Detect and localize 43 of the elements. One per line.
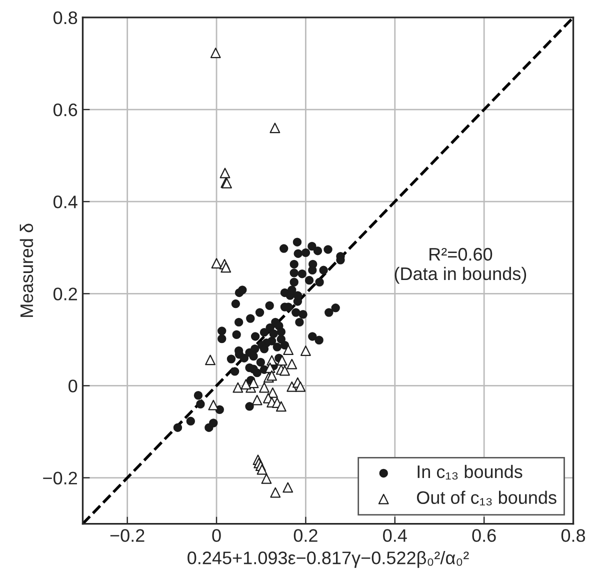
point	[286, 358, 298, 370]
x-tick-label: 0.2	[294, 529, 318, 542]
legend-label: Out of c₁₃ bounds	[416, 490, 556, 506]
point	[286, 381, 298, 392]
point	[282, 482, 294, 493]
point	[264, 362, 276, 373]
point	[276, 401, 286, 412]
point	[266, 370, 278, 381]
point	[256, 464, 268, 475]
y-tick-label: −0.2	[43, 472, 77, 484]
point	[220, 262, 232, 273]
point	[300, 346, 311, 356]
point	[211, 258, 222, 268]
point	[261, 473, 272, 484]
y-tick-label: 0.4	[53, 196, 78, 208]
y-tick-label: 0.8	[53, 11, 78, 24]
x-tick-label: 0.4	[383, 529, 407, 542]
point	[252, 394, 262, 406]
y-tick-label: 0.2	[53, 288, 77, 300]
point	[270, 487, 281, 498]
x-tick-label: 0.6	[472, 529, 496, 542]
point	[259, 382, 270, 393]
x-tick-label: 0.8	[561, 529, 586, 542]
point	[208, 400, 219, 410]
legend-label: In c₁₃ bounds	[418, 464, 522, 480]
point	[220, 168, 230, 178]
y-tick-label: 0	[68, 380, 78, 392]
point	[205, 354, 216, 366]
point	[232, 382, 244, 393]
x-axis-title: 0.245+1.093ε−0.817γ−0.522β₀²/α₀²	[188, 551, 469, 568]
x-tick-label: 0	[212, 529, 221, 542]
point	[276, 355, 288, 366]
point	[270, 122, 280, 134]
point	[210, 48, 221, 58]
point	[295, 381, 306, 392]
point	[240, 379, 252, 390]
y-tick-label: 0.6	[53, 103, 78, 116]
y-axis-title: Measured δ	[20, 224, 34, 317]
annotation: R²=0.60 (Data in bounds)	[394, 248, 526, 284]
point	[283, 344, 294, 356]
x-tick-label: −0.2	[110, 529, 144, 542]
point	[266, 355, 278, 366]
point	[280, 365, 290, 376]
